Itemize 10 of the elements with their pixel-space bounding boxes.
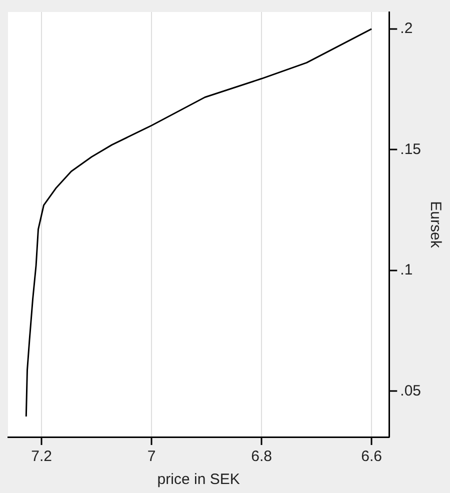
x-tick-label: 7.2 [31, 448, 52, 466]
y-tick-label: .05 [400, 382, 422, 400]
x-tick-label: 7 [147, 448, 156, 466]
y-tick-label: .2 [400, 20, 413, 38]
y-tick-label: .15 [400, 140, 422, 158]
y-tick-label: .1 [400, 262, 413, 279]
x-tick-label: 6.6 [361, 448, 382, 466]
x-tick-label: 6.8 [251, 448, 272, 466]
y-axis-title: Eursek [426, 201, 444, 248]
x-axis-title: price in SEK [157, 471, 240, 488]
